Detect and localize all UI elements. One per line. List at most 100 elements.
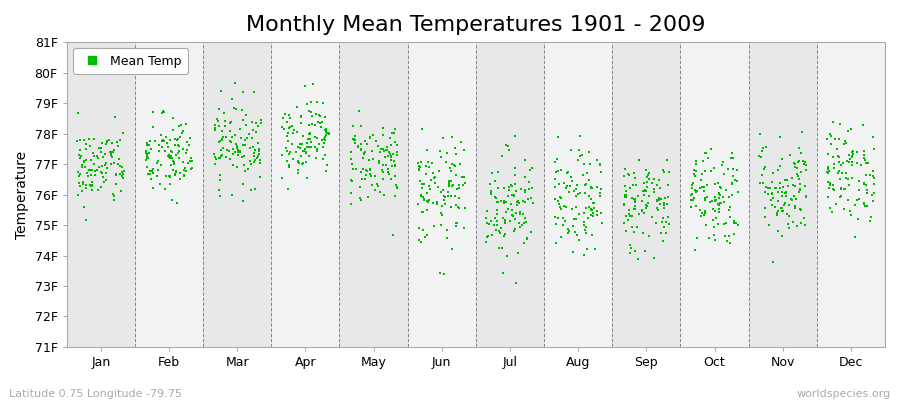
Point [623, 250, 637, 256]
Point [247, 89, 261, 95]
Point [650, 197, 664, 204]
Point [76, 137, 91, 143]
Point [344, 176, 358, 183]
Point [368, 187, 382, 193]
Point [783, 152, 797, 159]
Point [368, 138, 382, 144]
Point [278, 145, 293, 151]
Point [757, 166, 771, 172]
Point [684, 184, 698, 191]
Point [421, 182, 436, 189]
Point [164, 153, 178, 160]
Point [344, 201, 358, 208]
Point [698, 222, 713, 229]
Point [724, 155, 739, 161]
Point [316, 144, 330, 150]
Point [228, 149, 242, 155]
Point [860, 190, 875, 196]
Point [764, 197, 778, 204]
Point [840, 158, 854, 164]
Point [76, 204, 91, 210]
Point [684, 197, 698, 203]
Point [860, 203, 874, 210]
Point [637, 180, 652, 186]
Point [82, 167, 96, 173]
Point [843, 156, 858, 162]
Point [492, 244, 507, 251]
Point [499, 209, 513, 215]
Point [868, 175, 882, 181]
Point [185, 165, 200, 172]
Point [253, 160, 267, 167]
Point [363, 166, 377, 173]
Point [702, 199, 716, 205]
Point [716, 194, 730, 200]
Point [820, 135, 834, 142]
Point [775, 156, 789, 162]
Point [623, 184, 637, 191]
Point [173, 176, 187, 182]
Point [518, 186, 533, 193]
Point [320, 130, 335, 136]
Point [863, 218, 878, 224]
Point [717, 198, 732, 205]
Point [346, 166, 360, 172]
Point [293, 114, 308, 120]
Point [179, 150, 194, 156]
Point [251, 146, 266, 152]
Point [239, 134, 254, 141]
Point [688, 167, 702, 173]
Point [230, 143, 244, 149]
Point [73, 183, 87, 189]
Point [238, 168, 253, 174]
Point [167, 161, 182, 167]
Point [856, 122, 870, 128]
Point [522, 186, 536, 192]
Point [838, 186, 852, 192]
Point [580, 246, 594, 252]
Point [106, 160, 121, 166]
Point [729, 178, 743, 184]
Point [714, 199, 728, 206]
Point [79, 182, 94, 188]
Point [375, 146, 390, 153]
Point [414, 239, 428, 246]
Point [582, 148, 597, 155]
Point [225, 96, 239, 102]
Point [618, 213, 633, 220]
Point [236, 141, 250, 148]
Point [356, 166, 370, 172]
Point [513, 209, 527, 215]
Point [457, 147, 472, 154]
Point [222, 156, 237, 162]
Point [169, 136, 184, 143]
Point [292, 145, 307, 151]
Point [704, 168, 718, 174]
Point [384, 142, 399, 148]
Point [828, 135, 842, 142]
Point [308, 134, 322, 140]
Point [794, 169, 808, 175]
Point [823, 180, 837, 186]
Point [508, 188, 523, 194]
Point [509, 210, 524, 216]
Point [79, 140, 94, 147]
Point [562, 189, 577, 195]
Point [640, 184, 654, 191]
Point [165, 196, 179, 203]
Point [238, 137, 253, 143]
Point [686, 180, 700, 186]
Point [729, 220, 743, 226]
Point [254, 120, 268, 126]
Point [656, 200, 670, 206]
Point [857, 152, 871, 158]
Point [165, 155, 179, 162]
Point [573, 133, 588, 140]
Point [727, 218, 742, 224]
Point [184, 155, 198, 162]
Point [366, 156, 381, 162]
Point [418, 171, 433, 178]
Point [237, 152, 251, 159]
Point [457, 225, 472, 231]
Point [823, 204, 837, 211]
